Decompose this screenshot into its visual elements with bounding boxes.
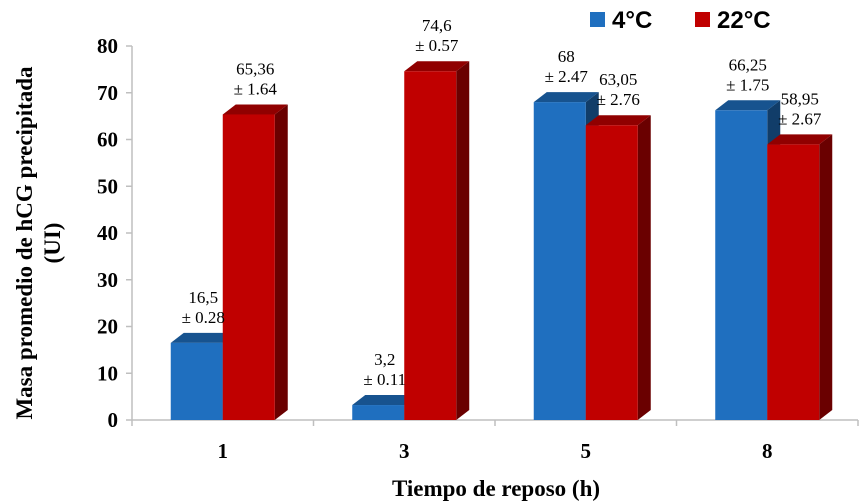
- legend-label: 4°C: [612, 7, 652, 34]
- bar: [767, 134, 833, 420]
- bar-top: [222, 104, 288, 115]
- bar-top: [585, 115, 651, 126]
- bar-front: [404, 71, 457, 421]
- y-tick-label: 80: [97, 34, 118, 58]
- bar-front: [715, 110, 768, 420]
- legend-swatch: [590, 12, 605, 27]
- bar: [404, 61, 470, 421]
- x-tick-label: 3: [399, 439, 410, 463]
- x-tick-label: 5: [581, 439, 592, 463]
- legend-swatch: [695, 12, 710, 27]
- x-tick-label: 1: [218, 439, 229, 463]
- bar-side: [274, 104, 288, 420]
- data-label-error: ± 1.75: [726, 75, 769, 94]
- data-label-value: 16,5: [188, 288, 218, 307]
- bar-top: [170, 332, 236, 343]
- bar-side: [819, 134, 833, 420]
- bar: [585, 115, 651, 421]
- x-axis-title: Tiempo de reposo (h): [392, 476, 600, 501]
- data-label-error: ± 2.76: [597, 90, 640, 109]
- y-axis-title-line: (UI): [40, 223, 65, 264]
- bar-side: [456, 61, 470, 421]
- y-tick-label: 30: [97, 268, 118, 292]
- bar-top: [533, 92, 599, 103]
- x-tick-labels: 1 3 5 8: [218, 439, 773, 463]
- data-label-value: 68: [558, 47, 575, 66]
- data-label-error: ± 0.57: [415, 36, 459, 55]
- bars: [170, 61, 833, 421]
- data-label-value: 74,6: [422, 16, 452, 35]
- y-tick-label: 50: [97, 174, 118, 198]
- y-tick-label: 10: [97, 361, 118, 385]
- y-tick-label: 20: [97, 315, 118, 339]
- bar-top: [404, 61, 470, 72]
- legend: 4°C 22°C: [590, 7, 771, 34]
- data-label-error: ± 2.47: [545, 67, 589, 86]
- bar-front: [767, 144, 820, 420]
- bar-front: [222, 114, 275, 420]
- data-label-value: 58,95: [781, 89, 819, 108]
- bar-front: [585, 125, 638, 421]
- bar-top: [767, 134, 833, 145]
- bar-side: [637, 115, 651, 421]
- data-label-error: ± 2.67: [778, 109, 822, 128]
- y-tick-label: 70: [97, 81, 118, 105]
- y-tick-label: 60: [97, 128, 118, 152]
- bar-front: [352, 405, 405, 420]
- bar-front: [533, 102, 586, 420]
- bar-top: [715, 100, 781, 111]
- y-axis-title-line: Masa promedio de hCG precipitada: [12, 66, 37, 420]
- data-labels: 16,5± 0.28 65,36± 1.64 3,2± 0.11 74,6± 0.57…: [182, 16, 822, 389]
- data-label-error: ± 1.64: [234, 79, 278, 98]
- bar: [222, 104, 288, 420]
- x-tick-label: 8: [762, 439, 773, 463]
- data-label-value: 66,25: [729, 55, 767, 74]
- bar-front: [170, 342, 223, 420]
- data-label-value: 63,05: [599, 70, 637, 89]
- y-axis-title: Masa promedio de hCG precipitada (UI): [12, 66, 65, 420]
- data-label-value: 3,2: [374, 350, 395, 369]
- legend-label: 22°C: [717, 7, 771, 34]
- data-label-error: ± 0.28: [182, 308, 225, 327]
- y-tick-label: 0: [108, 408, 119, 432]
- y-tick-labels: 0 10 20 30 40 50 60 70 80: [97, 34, 132, 432]
- data-label-value: 65,36: [236, 59, 274, 78]
- y-tick-label: 40: [97, 221, 118, 245]
- bar-top: [352, 395, 418, 406]
- data-label-error: ± 0.11: [363, 370, 406, 389]
